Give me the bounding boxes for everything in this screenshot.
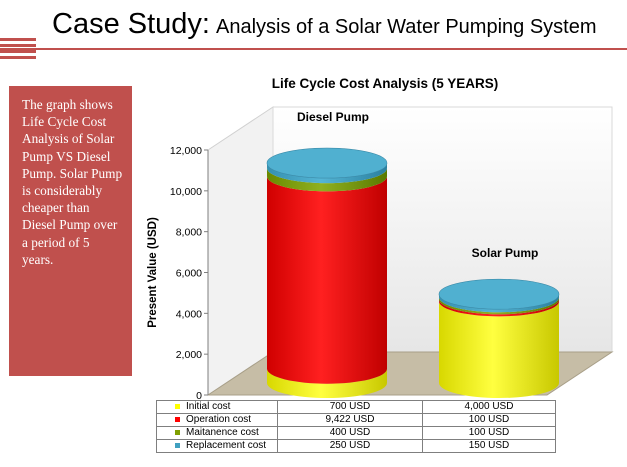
table-row: Operation cost 9,422 USD 100 USD <box>156 413 556 427</box>
title-main: Case Study: <box>52 8 210 40</box>
y-tick-label: 10,000 <box>170 186 202 198</box>
table-cell: 150 USD <box>422 439 556 453</box>
y-tick-label: 8,000 <box>176 227 202 239</box>
table-cell: 700 USD <box>277 400 423 414</box>
table-row: Maitanence cost 400 USD 100 USD <box>156 426 556 440</box>
legend-label: Initial cost <box>186 401 231 412</box>
table-cell: 9,422 USD <box>277 413 423 427</box>
legend-swatch <box>175 416 180 422</box>
legend-cell: Initial cost <box>156 400 278 414</box>
legend-swatch <box>175 429 180 435</box>
bar-top-solar-pump <box>438 278 560 310</box>
table-cell: 250 USD <box>277 439 423 453</box>
legend-label: Operation cost <box>186 414 252 425</box>
bar-solar-pump-initial-cost <box>439 301 559 398</box>
plot-area: 0 2,000 4,000 6,000 8,000 10,000 12,000 Present… <box>147 106 614 402</box>
table-cell: 100 USD <box>422 413 556 427</box>
title-sub: Analysis of a Solar Water Pumping System <box>215 16 597 38</box>
bar-diesel-pump-initial-cost <box>267 368 387 398</box>
legend-label: Maitanence cost <box>186 427 259 438</box>
bar-top-diesel-pump <box>266 147 388 179</box>
slide-title: Case Study: Analysis of a Solar Water Pum… <box>52 8 597 41</box>
legend-swatch <box>175 403 180 409</box>
legend-label: Replacement cost <box>186 440 267 451</box>
chart-title: Life Cycle Cost Analysis (5 YEARS) <box>272 76 499 91</box>
sidebar-textbox: The graph shows Life Cycle Cost Analysis… <box>9 86 132 376</box>
bar-diesel-pump-maitanence-cost <box>267 168 387 192</box>
accent-stripes <box>0 38 36 60</box>
data-table: Initial cost 700 USD 4,000 USD Operation co… <box>156 400 556 453</box>
legend-cell: Replacement cost <box>156 439 278 453</box>
legend-cell: Maitanence cost <box>156 426 278 440</box>
y-tick-label: 2,000 <box>176 349 202 361</box>
bar-diesel-pump-operation-cost <box>267 176 387 384</box>
side-wall <box>207 106 274 396</box>
y-tick-label: 12,000 <box>170 145 202 157</box>
y-tick-label: 6,000 <box>176 268 202 280</box>
title-underline <box>0 48 627 50</box>
table-cell: 400 USD <box>277 426 423 440</box>
bar-diesel-pump-replacement-cost <box>267 163 387 184</box>
y-axis-label: Present Value (USD) <box>147 217 159 328</box>
y-tick-label: 4,000 <box>176 308 202 320</box>
table-cell: 100 USD <box>422 426 556 440</box>
category-label: Diesel Pump <box>297 110 369 124</box>
legend-cell: Operation cost <box>156 413 278 427</box>
table-row: Initial cost 700 USD 4,000 USD <box>156 400 556 414</box>
legend-swatch <box>175 442 180 448</box>
bar-solar-pump-replacement-cost <box>439 294 559 313</box>
sidebar-text: The graph shows Life Cycle Cost Analysis… <box>22 97 123 267</box>
category-label: Solar Pump <box>472 246 539 260</box>
table-row: Replacement cost 250 USD 150 USD <box>156 439 556 453</box>
y-tick-label: 0 <box>196 390 202 402</box>
table-cell: 4,000 USD <box>422 400 556 414</box>
